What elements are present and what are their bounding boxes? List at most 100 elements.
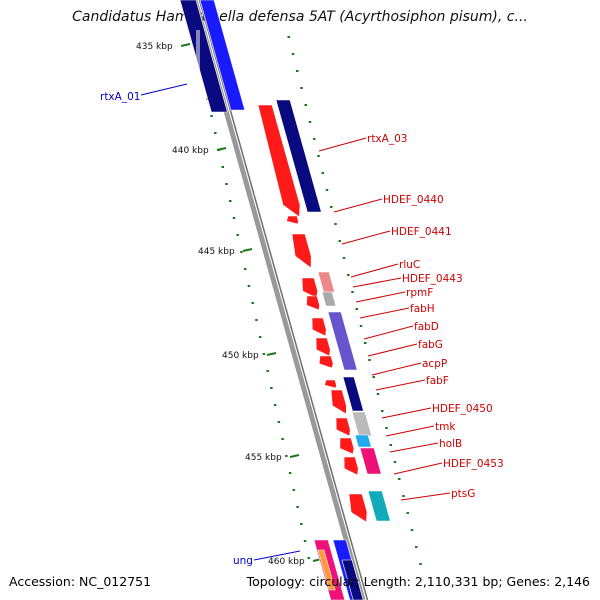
- scale-dot: [296, 70, 299, 72]
- scale-dot: [402, 495, 405, 497]
- gene-label-HDEF_0443[interactable]: HDEF_0443: [402, 273, 463, 285]
- scale-dot: [258, 336, 262, 338]
- label-leader-line: [385, 425, 435, 437]
- label-leader-line: [375, 379, 426, 391]
- gene-rtxA_01[interactable]: [179, 0, 228, 113]
- gene-ung-navy[interactable]: [341, 559, 364, 600]
- gene-label-tmk[interactable]: tmk: [435, 421, 456, 433]
- scale-dot: [385, 427, 388, 429]
- scale-dot: [313, 138, 316, 140]
- gene-HDEF_0453-red[interactable]: [343, 456, 359, 476]
- gene-fabF[interactable]: [342, 376, 364, 412]
- gene-acpP[interactable]: [315, 337, 331, 357]
- gene-HDEF_0443[interactable]: [317, 271, 335, 293]
- scale-dot: [221, 166, 225, 168]
- scale-dot: [419, 563, 422, 565]
- gene-holB-red[interactable]: [339, 437, 355, 455]
- gene-HDEF_0440-navy[interactable]: [275, 99, 322, 213]
- gene-rluC[interactable]: [301, 277, 318, 299]
- scale-dot: [266, 370, 269, 372]
- scale-dot: [376, 393, 380, 395]
- label-leader-line: [400, 492, 451, 501]
- accession-text: Accession: NC_012751: [9, 574, 152, 589]
- gene-label-HDEF_0441[interactable]: HDEF_0441: [391, 226, 452, 238]
- label-leader-line: [367, 343, 418, 357]
- gene-ptsG-red[interactable]: [348, 493, 368, 523]
- gene-label-rpmF[interactable]: rpmF: [406, 287, 433, 299]
- scale-tick-mark: [289, 454, 300, 458]
- gene-label-HDEF_0453[interactable]: HDEF_0453: [443, 458, 504, 470]
- gene-tmk-red[interactable]: [335, 417, 351, 437]
- label-leader-line: [359, 307, 410, 319]
- scale-dot: [300, 523, 303, 525]
- scale-dot: [210, 115, 213, 117]
- label-leader-line: [341, 230, 391, 245]
- scale-tick-label: 450 kbp: [222, 351, 259, 361]
- gene-label-acpP[interactable]: acpP: [422, 358, 447, 370]
- scale-dot: [406, 512, 409, 514]
- gene-HDEF_0441[interactable]: [291, 233, 312, 269]
- label-leader-line: [363, 325, 414, 340]
- scale-dot: [393, 461, 397, 463]
- scale-dot: [410, 529, 414, 531]
- scale-dot: [355, 308, 358, 310]
- gene-HDEF_0441-small[interactable]: [286, 215, 299, 225]
- gene-holB[interactable]: [354, 434, 372, 448]
- gene-fabG[interactable]: [327, 311, 358, 371]
- gene-tmk[interactable]: [351, 411, 373, 437]
- scale-dot: [214, 132, 217, 134]
- label-leader-line: [140, 83, 188, 96]
- gene-label-fabG[interactable]: fabG: [418, 339, 443, 351]
- gene-features[interactable]: [179, 0, 391, 600]
- label-leader-line: [350, 263, 399, 278]
- gene-label-ptsG[interactable]: ptsG: [451, 488, 475, 500]
- gene-label-rluC[interactable]: rluC: [399, 259, 420, 271]
- scale-dot: [236, 234, 239, 236]
- gene-rpmF[interactable]: [321, 291, 337, 307]
- gene-labels[interactable]: rtxA_01 rtxA_03 HDEF_0440 HDEF_0441 rluC HDEF…: [100, 91, 504, 567]
- gene-label-fabH[interactable]: fabH: [410, 303, 435, 315]
- gene-label-rtxA_03[interactable]: rtxA_03: [367, 133, 407, 145]
- gene-HDEF_0453[interactable]: [359, 447, 382, 475]
- gene-label-HDEF_0450[interactable]: HDEF_0450: [432, 403, 493, 415]
- scale-ticks: 435 kbp 440 kbp 445 kbp 450 kbp 455 kbp 460 k…: [136, 30, 422, 567]
- scale-tick-label: 455 kbp: [245, 453, 282, 463]
- scale-dot: [262, 353, 266, 355]
- scale-dot: [229, 200, 232, 202]
- scale-dot: [285, 455, 288, 457]
- scale-tick-mark: [180, 43, 191, 47]
- scale-dot: [372, 376, 375, 378]
- label-leader-line: [371, 362, 422, 376]
- gene-HDEF_0450[interactable]: [330, 389, 347, 415]
- scale-dot: [330, 206, 333, 208]
- label-leader-line: [318, 137, 367, 152]
- gene-fabF-small[interactable]: [324, 379, 337, 389]
- gene-ptsG[interactable]: [367, 490, 391, 522]
- gene-label-HDEF_0440[interactable]: HDEF_0440: [383, 194, 444, 206]
- label-leader-line: [333, 198, 383, 213]
- gene-ung-orange[interactable]: [317, 549, 336, 591]
- gene-fabH[interactable]: [306, 295, 320, 311]
- scale-tick-mark: [266, 352, 277, 356]
- scale-dot: [225, 183, 228, 185]
- scale-dot: [415, 546, 418, 548]
- gene-label-rtxA_01[interactable]: rtxA_01: [100, 91, 140, 103]
- gene-fabD[interactable]: [311, 317, 327, 337]
- gene-acpP2[interactable]: [318, 355, 334, 369]
- scale-dot: [270, 387, 273, 389]
- scale-dot: [291, 53, 295, 55]
- scale-dot: [300, 87, 303, 89]
- label-leader-line: [381, 407, 432, 419]
- gene-rtxA_03[interactable]: [257, 104, 301, 218]
- scale-dot: [398, 478, 401, 480]
- scale-dot: [381, 410, 384, 412]
- gene-label-fabD[interactable]: fabD: [414, 321, 439, 333]
- gene-label-holB[interactable]: holB: [439, 438, 462, 450]
- scale-dot: [251, 302, 254, 304]
- label-leader-line: [355, 291, 406, 303]
- gene-rtxA_02[interactable]: [199, 0, 246, 111]
- gene-label-ung[interactable]: ung: [233, 555, 253, 567]
- gene-label-fabF[interactable]: fabF: [426, 375, 449, 387]
- backbone-line: [198, 0, 369, 600]
